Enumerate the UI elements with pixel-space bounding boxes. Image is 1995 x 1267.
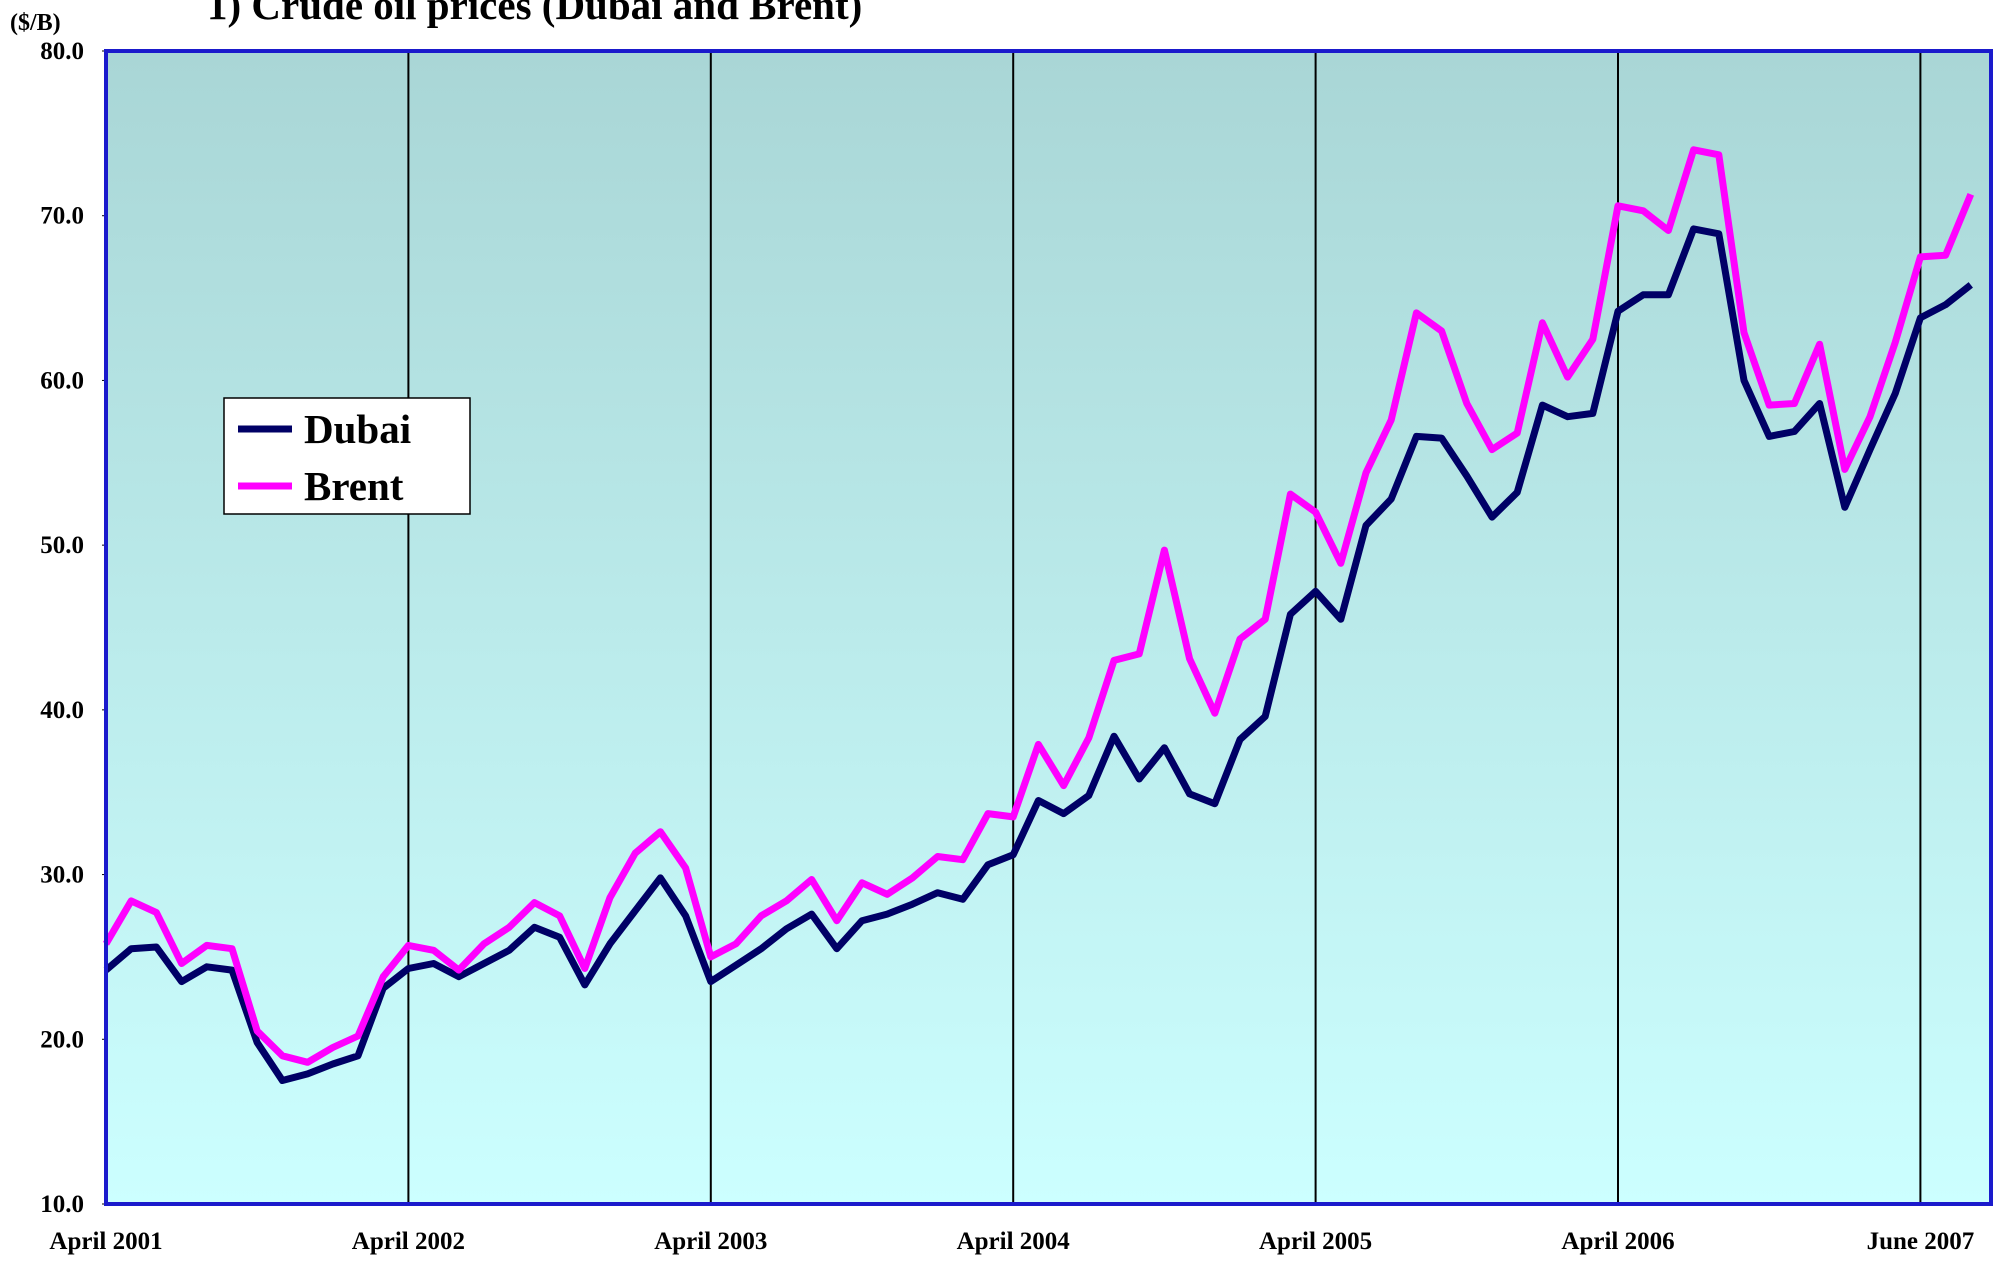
x-tick-label: April 2004: [957, 1228, 1071, 1255]
y-tick-label: 70.0: [40, 203, 84, 230]
chart-title: 1) Crude oil prices (Dubai and Brent): [207, 0, 862, 28]
x-tick-label: April 2005: [1259, 1228, 1372, 1255]
legend-label: Brent: [304, 463, 404, 509]
y-axis-label: ($/B): [10, 10, 61, 36]
y-tick-label: 30.0: [40, 862, 84, 889]
legend-label: Dubai: [304, 406, 411, 452]
plot-background: [106, 51, 1991, 1204]
plot-frame: [104, 49, 1993, 1206]
series-line: [103, 225, 1973, 1084]
legend-box: [223, 397, 471, 515]
y-tick-label: 50.0: [40, 532, 84, 559]
y-tick-label: 60.0: [40, 367, 84, 394]
x-tick-label: April 2002: [352, 1228, 465, 1255]
y-tick-label: 10.0: [40, 1191, 84, 1218]
x-tick-label: April 2003: [654, 1228, 767, 1255]
series-line: [102, 146, 1975, 1066]
y-tick-label: 20.0: [40, 1026, 84, 1053]
x-tick-label: April 2006: [1561, 1228, 1674, 1255]
x-tick-label: April 2001: [49, 1228, 162, 1255]
y-tick-label: 80.0: [40, 38, 84, 65]
y-tick-label: 40.0: [40, 697, 84, 724]
x-tick-label: June 2007: [1867, 1228, 1975, 1255]
